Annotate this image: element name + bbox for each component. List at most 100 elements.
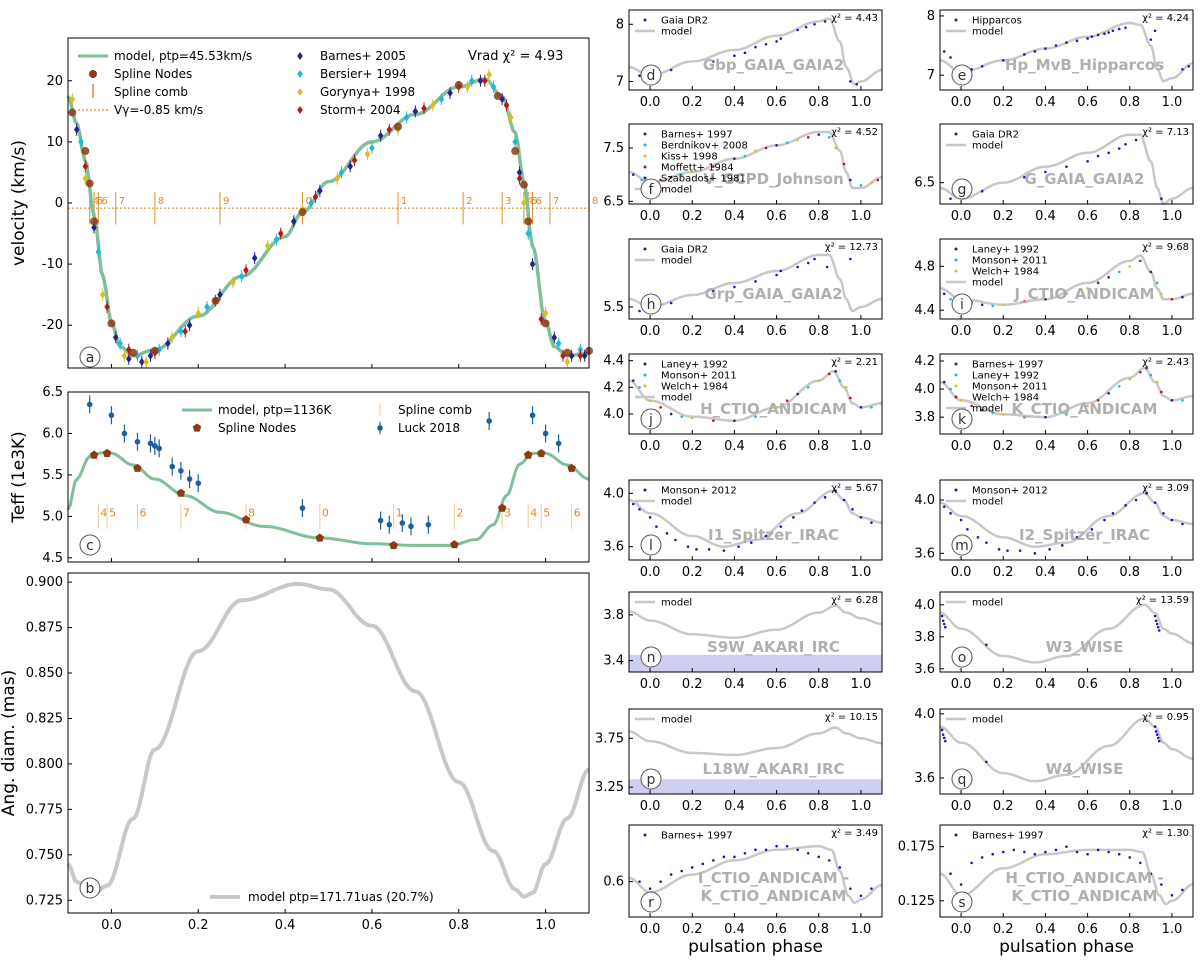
spline-node — [315, 533, 325, 542]
y-tick-label: 0.875 — [26, 621, 63, 636]
spline-comb-label: 4 — [527, 196, 533, 207]
data-point — [1170, 399, 1174, 402]
spline-node — [567, 463, 576, 472]
data-point — [117, 339, 123, 348]
legend-label: model — [661, 27, 692, 38]
spline-comb-label: 3 — [504, 506, 511, 519]
data-point — [1086, 852, 1089, 856]
spline-comb-label: 1 — [396, 506, 403, 519]
data-point — [412, 107, 419, 116]
chi2-annotation: χ² = 6.28 — [831, 595, 878, 606]
data-point — [722, 549, 726, 552]
data-point — [1023, 300, 1026, 303]
data-point — [347, 162, 354, 171]
legend-marker — [643, 247, 647, 251]
data-point — [1012, 848, 1016, 852]
legend-marker — [643, 176, 647, 180]
data-point — [785, 844, 789, 848]
panel-letter: q — [958, 772, 967, 788]
data-point — [834, 489, 837, 492]
data-point — [112, 333, 119, 342]
legend-label: Monson+ 2012 — [661, 486, 737, 497]
y-axis-label: Ang. diam. (mas) — [0, 670, 19, 816]
band-label: Hp_MvB_Hipparcos — [1005, 56, 1164, 74]
x-tick-label: 0.4 — [724, 209, 745, 224]
spline-node — [68, 108, 77, 117]
data-point — [165, 339, 171, 348]
data-point — [1181, 295, 1184, 299]
legend-label: Laney+ 1992 — [661, 360, 728, 371]
data-point — [686, 545, 690, 548]
data-point — [712, 289, 715, 293]
x-tick-label: 0.0 — [951, 439, 972, 454]
data-point — [941, 619, 945, 623]
band-label: I1_Spitzer_IRAC — [708, 526, 839, 544]
data-point — [754, 149, 757, 152]
data-point — [425, 521, 432, 528]
x-tick-label: 1.0 — [851, 95, 872, 110]
legend-label: model — [661, 715, 692, 726]
x-tick-label: 0.2 — [993, 324, 1014, 339]
model-curve — [939, 717, 1194, 783]
spline-node — [107, 319, 116, 328]
data-point — [1117, 852, 1121, 856]
data-point — [178, 467, 184, 474]
data-point — [82, 162, 89, 171]
panel-s-frame — [939, 824, 1194, 918]
data-point — [156, 345, 162, 354]
panel-d-frame — [628, 9, 883, 91]
panel-m-frame — [939, 479, 1194, 561]
data-point — [1156, 625, 1160, 629]
y-tick-label: 4.0 — [603, 486, 624, 501]
y-tick-label: 0.750 — [26, 848, 63, 863]
panel-letter: h — [647, 297, 656, 313]
x-tick-label: 0.8 — [808, 565, 829, 580]
legend-label: Gorynya+ 1998 — [320, 85, 415, 99]
ir-excess-band — [629, 654, 882, 672]
band-label: S9W_AKARI_IRC — [707, 638, 840, 656]
legend-label: Moffett+ 1984 — [661, 163, 734, 174]
band-label: V_GCPD_Johnson — [703, 170, 844, 188]
data-point — [870, 887, 873, 890]
data-point — [859, 406, 863, 409]
y-tick-label: 6.5 — [914, 176, 935, 191]
legend-label: Spline comb — [398, 403, 472, 417]
data-point — [796, 392, 799, 396]
data-point — [486, 70, 492, 79]
data-point — [1001, 850, 1005, 854]
data-point — [108, 412, 115, 419]
x-tick-label: 0.2 — [682, 324, 703, 339]
spline-comb-label: 7 — [183, 506, 190, 519]
data-point — [1157, 739, 1161, 743]
data-point — [849, 257, 852, 261]
panel-letter: o — [958, 650, 967, 666]
y-tick-label: 20 — [46, 74, 63, 89]
data-point — [186, 476, 193, 482]
data-point — [764, 534, 768, 538]
data-point — [838, 379, 842, 382]
panel-letter: j — [648, 412, 653, 428]
data-point — [754, 415, 757, 418]
data-point — [147, 351, 154, 360]
model-curve — [939, 366, 1193, 419]
legend-marker — [954, 132, 958, 136]
chart-o: W3_WISE 0.0 0.2 0.4 0.6 0.8 1.0 3.6 3.8 4.0 χ² = 1… — [914, 591, 1194, 692]
panel-letter-circle — [951, 293, 973, 315]
data-point — [669, 68, 673, 72]
panel-letter: b — [86, 881, 95, 897]
data-point — [238, 272, 245, 281]
x-tick-label: 1.0 — [1162, 209, 1183, 224]
angdiam-frame — [67, 572, 590, 914]
spline-node — [493, 92, 502, 101]
x-tick-label: 0.2 — [993, 209, 1014, 224]
spline-comb-label: 0 — [305, 196, 311, 207]
data-point — [1096, 154, 1100, 158]
data-point — [1154, 619, 1158, 623]
data-point — [813, 257, 816, 261]
x-tick-label: 0.8 — [448, 918, 469, 933]
data-point — [941, 733, 945, 736]
data-point — [764, 146, 768, 150]
data-point — [1149, 270, 1153, 274]
data-point — [1086, 160, 1089, 163]
y-tick-label: 0 — [55, 196, 63, 211]
